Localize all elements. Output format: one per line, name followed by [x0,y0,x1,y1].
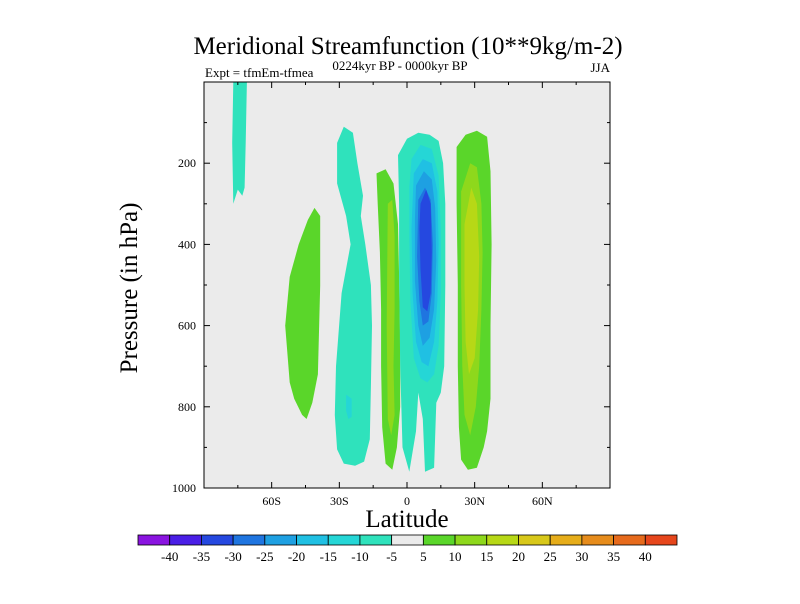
colorbar-swatch [422,534,456,546]
colorbar-label: 35 [607,549,620,564]
contour-regions [232,82,492,472]
colorbar-swatch [296,534,329,546]
colorbar-swatch [359,534,393,546]
colorbar-label: 5 [420,549,427,564]
colorbar: -40 -35 -30 -25 -20 -15 -10 -5 5 10 15 20 25 30 35 40 [137,534,678,564]
contour-region-sh-midlat-positive-cell [285,207,321,419]
contour-region-equatorial-negative-30 [419,189,432,312]
colorbar-label: 30 [575,549,588,564]
colorbar-swatch [169,534,202,546]
y-tick-label: 200 [178,156,196,170]
colorbar-label: 25 [544,549,557,564]
colorbar-label: -5 [386,549,397,564]
x-tick-label: 30S [330,494,349,508]
x-tick-label: 60N [532,494,553,508]
colorbar-swatch [391,534,424,546]
y-tick-label: 400 [178,237,196,251]
y-axis-label: Pressure (in hPa) [116,203,143,374]
colorbar-swatch [613,534,646,546]
y-tick-label: 600 [178,319,196,333]
colorbar-label: -25 [256,549,273,564]
y-tick-label: 1000 [172,481,196,495]
colorbar-label: -30 [224,549,241,564]
colorbar-swatch [644,534,678,546]
x-tick-label: 0 [404,494,410,508]
colorbar-swatch [581,534,614,546]
season-label: JJA [590,60,610,75]
contour-region-sh-subtropic-inner-patch [346,394,352,419]
contour-region-sh-subtropic-negative-cell [334,126,372,466]
contour-region-nh-high-lat-cell [232,82,247,204]
colorbar-label: -40 [161,549,178,564]
colorbar-swatch [137,534,171,546]
colorbar-swatch [454,534,488,546]
colorbar-swatch [232,534,266,546]
colorbar-swatch [327,534,361,546]
x-tick-label: 30N [464,494,485,508]
colorbar-label: 15 [480,549,493,564]
experiment-label: Expt = tfmEm-tfmea [205,65,314,80]
colorbar-swatch [518,534,551,546]
y-tick-label: 800 [178,400,196,414]
x-axis-ticks: 60S 30S 0 30N 60N [237,82,577,508]
x-tick-label: 60S [262,494,281,508]
colorbar-label: -15 [320,549,337,564]
y-axis-ticks: 200 400 600 800 1000 [172,122,610,495]
contour-region-tropic-positive-sliver-core [386,199,395,436]
colorbar-swatch [264,534,297,546]
time-range-label: 0224kyr BP - 0000kyr BP [332,58,467,73]
colorbar-label: 40 [639,549,652,564]
chart-title: Meridional Streamfunction (10**9kg/m-2) [193,33,622,60]
colorbar-label: -35 [193,549,210,564]
colorbar-label: 20 [512,549,525,564]
plot-area: 60S 30S 0 30N 60N 200 400 600 800 1000 [172,81,611,508]
colorbar-swatch [549,534,583,546]
x-axis-label: Latitude [365,506,448,533]
colorbar-label: -10 [351,549,368,564]
colorbar-label: 10 [449,549,462,564]
contour-region-nh-subtropic-positive-15 [464,187,480,375]
colorbar-swatch [201,534,234,546]
colorbar-swatch [486,534,519,546]
colorbar-label: -20 [288,549,305,564]
